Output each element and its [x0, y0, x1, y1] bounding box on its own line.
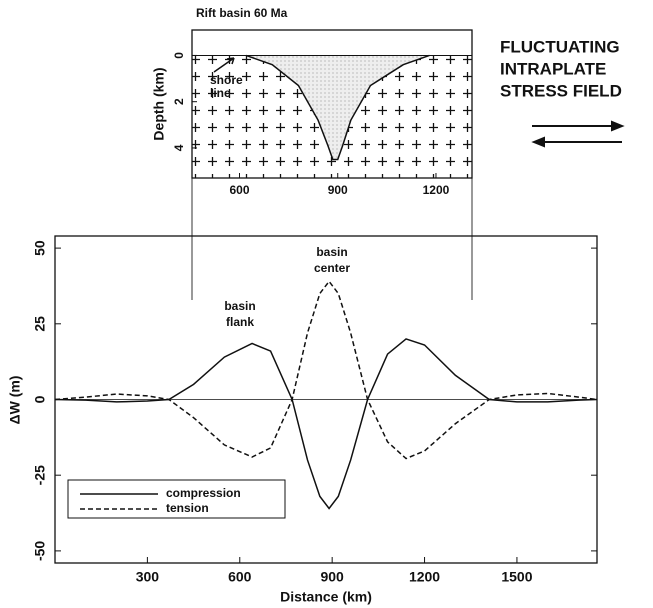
- x-tick-label: 1500: [501, 569, 532, 585]
- legend-label: tension: [166, 501, 209, 515]
- y-tick-label: -50: [32, 541, 48, 561]
- side-text: FLUCTUATING: [500, 37, 620, 56]
- y-axis-title: Depth (km): [151, 67, 167, 140]
- legend-label: compression: [166, 486, 241, 500]
- basin-fill: [246, 55, 430, 160]
- y-tick-label: 0: [32, 395, 48, 403]
- x-tick-label: 600: [229, 183, 249, 197]
- annotation: center: [314, 261, 350, 275]
- legend-box: [67, 479, 286, 519]
- x-tick-label: 300: [136, 569, 160, 585]
- inset-title: Rift basin 60 Ma: [196, 6, 288, 20]
- y-tick-label: 50: [32, 240, 48, 256]
- x-tick-label: 1200: [423, 183, 450, 197]
- annotation: basin: [316, 245, 347, 259]
- side-text: STRESS FIELD: [500, 81, 622, 100]
- annotation-arrow: [213, 57, 235, 73]
- annotation: basin: [224, 299, 255, 313]
- x-tick-label: 1200: [409, 569, 440, 585]
- y-tick-label: 25: [32, 316, 48, 332]
- y-tick-label: 2: [172, 98, 186, 105]
- x-axis-title: Distance (km): [280, 589, 372, 605]
- basin-profile: [245, 54, 430, 161]
- x-tick-label: 900: [320, 569, 344, 585]
- x-tick-label: 900: [328, 183, 348, 197]
- y-axis-title: ΔW (m): [7, 376, 23, 425]
- y-tick-label: 4: [172, 144, 186, 151]
- stress-arrows: [531, 120, 625, 148]
- annotation: flank: [226, 315, 254, 329]
- y-tick-label: 0: [172, 52, 186, 59]
- side-text: INTRAPLATE: [500, 59, 606, 78]
- y-tick-label: -25: [32, 465, 48, 485]
- inset-frame: [191, 29, 473, 179]
- annotation: line: [210, 86, 231, 100]
- data-line: [54, 280, 598, 460]
- x-tick-label: 600: [228, 569, 252, 585]
- annotation: shore: [210, 73, 243, 87]
